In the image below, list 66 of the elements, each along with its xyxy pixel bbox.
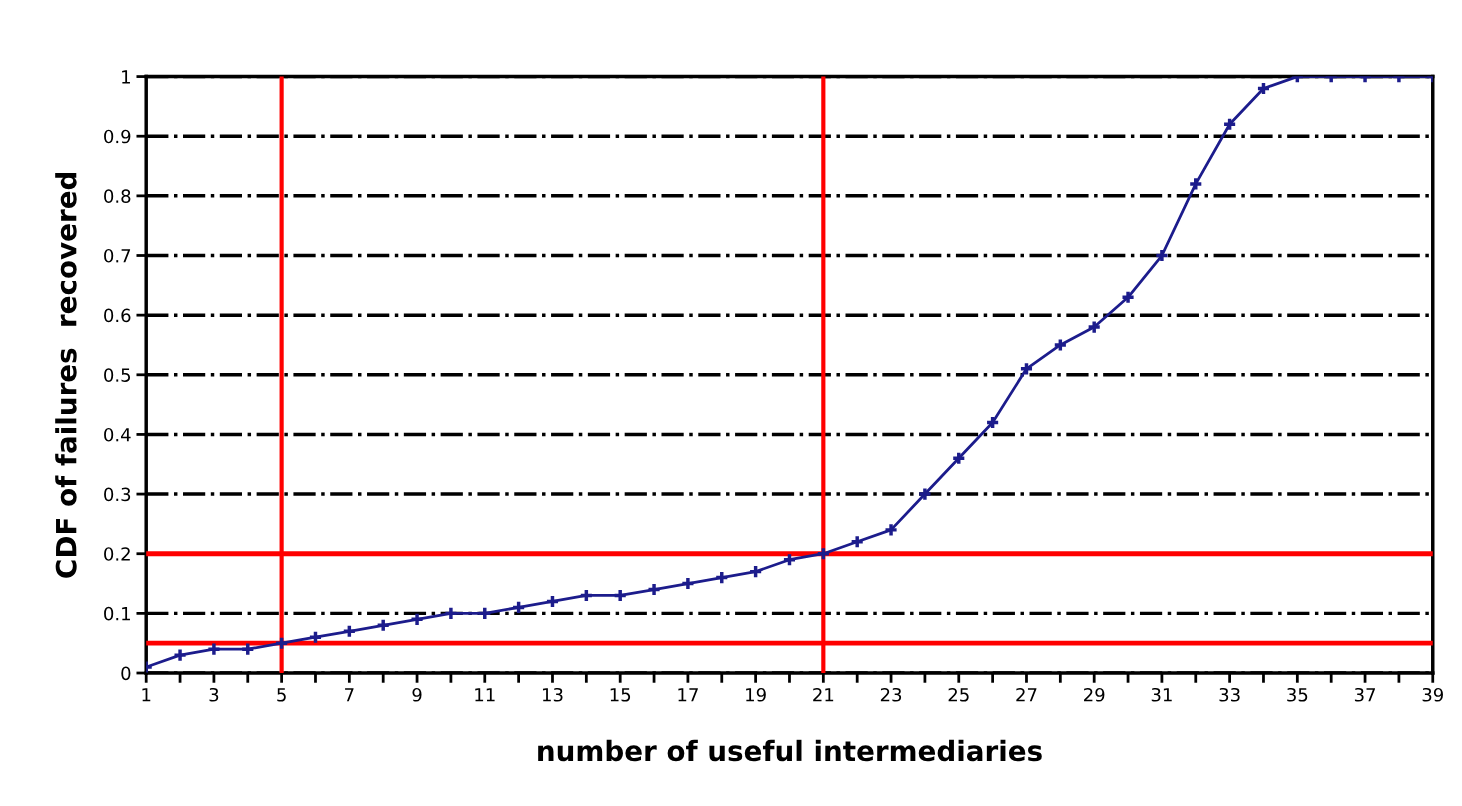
y-axis-title: CDF of failures recovered <box>55 172 77 578</box>
point <box>1019 361 1034 377</box>
x-tick-label: 17 <box>678 688 698 702</box>
point <box>1222 116 1237 132</box>
x-tick-label: 27 <box>1016 687 1037 702</box>
x-axis-title: number of useful intermediaries <box>538 739 1042 762</box>
point <box>816 546 831 562</box>
x-tick-label: 1 <box>142 688 151 702</box>
y-tick-label: 0.2 <box>104 547 130 561</box>
point <box>917 486 933 502</box>
point <box>1086 319 1102 335</box>
x-tick-label: 3 <box>209 687 219 702</box>
point <box>612 588 628 603</box>
point <box>443 606 459 621</box>
x-tick-label: 37 <box>1354 687 1375 702</box>
x-tick-label: 29 <box>1084 687 1105 702</box>
point <box>849 534 865 550</box>
point <box>883 522 899 538</box>
y-tick-label: 0.6 <box>104 308 131 323</box>
x-tick-label: 31 <box>1151 687 1172 702</box>
point <box>646 582 662 597</box>
point <box>206 641 222 657</box>
point <box>477 606 493 621</box>
point <box>308 629 323 645</box>
x-tick-label: 15 <box>610 688 631 702</box>
y-tick-label: 0.1 <box>104 606 130 621</box>
point <box>714 570 730 585</box>
x-tick-label: 5 <box>277 688 286 702</box>
x-tick-label: 7 <box>345 688 354 702</box>
y-tick-label: 0.4 <box>104 427 131 442</box>
point <box>748 564 763 579</box>
x-tick-label: 35 <box>1287 687 1308 702</box>
point <box>375 618 391 633</box>
y-tick-label: 0 <box>121 666 131 681</box>
x-tick-label: 25 <box>948 687 969 702</box>
x-tick-label: 23 <box>880 687 902 702</box>
point <box>545 594 560 609</box>
point <box>172 647 188 663</box>
point <box>680 576 696 591</box>
y-tick-label: 0.8 <box>104 189 131 203</box>
point <box>511 600 526 615</box>
x-tick-label: 19 <box>746 687 766 702</box>
point <box>342 623 357 639</box>
y-tick-label: 0.7 <box>104 248 131 263</box>
point <box>782 552 797 567</box>
y-tick-label: 0.3 <box>104 487 131 502</box>
x-tick-label: 9 <box>412 687 422 702</box>
point <box>1154 248 1170 263</box>
y-tick-label: 0.5 <box>104 368 131 382</box>
x-tick-label: 11 <box>475 688 495 702</box>
x-tick-label: 21 <box>813 687 834 702</box>
point <box>579 588 594 603</box>
point <box>1120 289 1136 305</box>
point <box>951 451 967 466</box>
y-tick-label: 0.9 <box>104 129 131 144</box>
point <box>1256 81 1271 96</box>
point <box>1053 337 1068 353</box>
point <box>1188 176 1204 192</box>
point <box>240 641 256 657</box>
y-tick-label: 1 <box>122 70 130 84</box>
point <box>274 635 289 651</box>
point <box>985 415 1000 430</box>
x-tick-label: 33 <box>1219 687 1240 702</box>
x-tick-label: 13 <box>542 687 563 702</box>
x-tick-label: 39 <box>1422 687 1443 702</box>
point <box>409 612 425 627</box>
